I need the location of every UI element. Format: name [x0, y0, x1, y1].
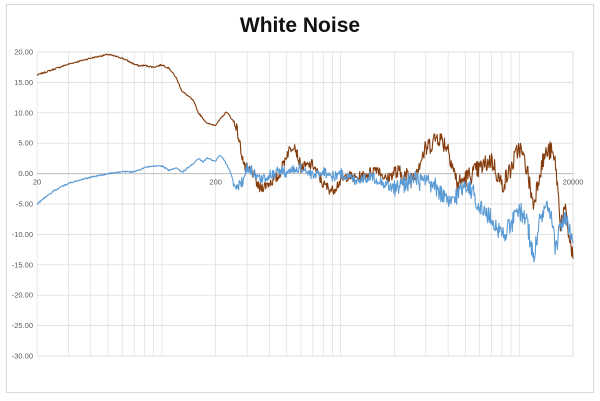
y-tick-label: -20.00 [12, 291, 33, 300]
y-tick-label: -5.00 [16, 200, 33, 209]
chart-area [6, 4, 594, 393]
series-line-1 [36, 53, 574, 259]
x-tick-label: 20 [33, 178, 41, 187]
chart-title: White Noise [239, 14, 361, 37]
y-tick-label: -10.00 [12, 230, 33, 239]
y-tick-label: -25.00 [12, 321, 33, 330]
x-tick-label: 200 [209, 178, 222, 187]
y-tick-label: 20.00 [14, 48, 33, 57]
y-tick-label: 10.00 [14, 108, 33, 117]
y-tick-label: 5.00 [18, 139, 33, 148]
y-tick-label: 0.00 [18, 169, 33, 178]
y-tick-label: -30.00 [12, 352, 33, 361]
y-tick-label: -15.00 [12, 260, 33, 269]
x-tick-label: 20000 [563, 178, 584, 187]
series-line-2 [36, 155, 574, 263]
y-tick-label: 15.00 [14, 78, 33, 87]
